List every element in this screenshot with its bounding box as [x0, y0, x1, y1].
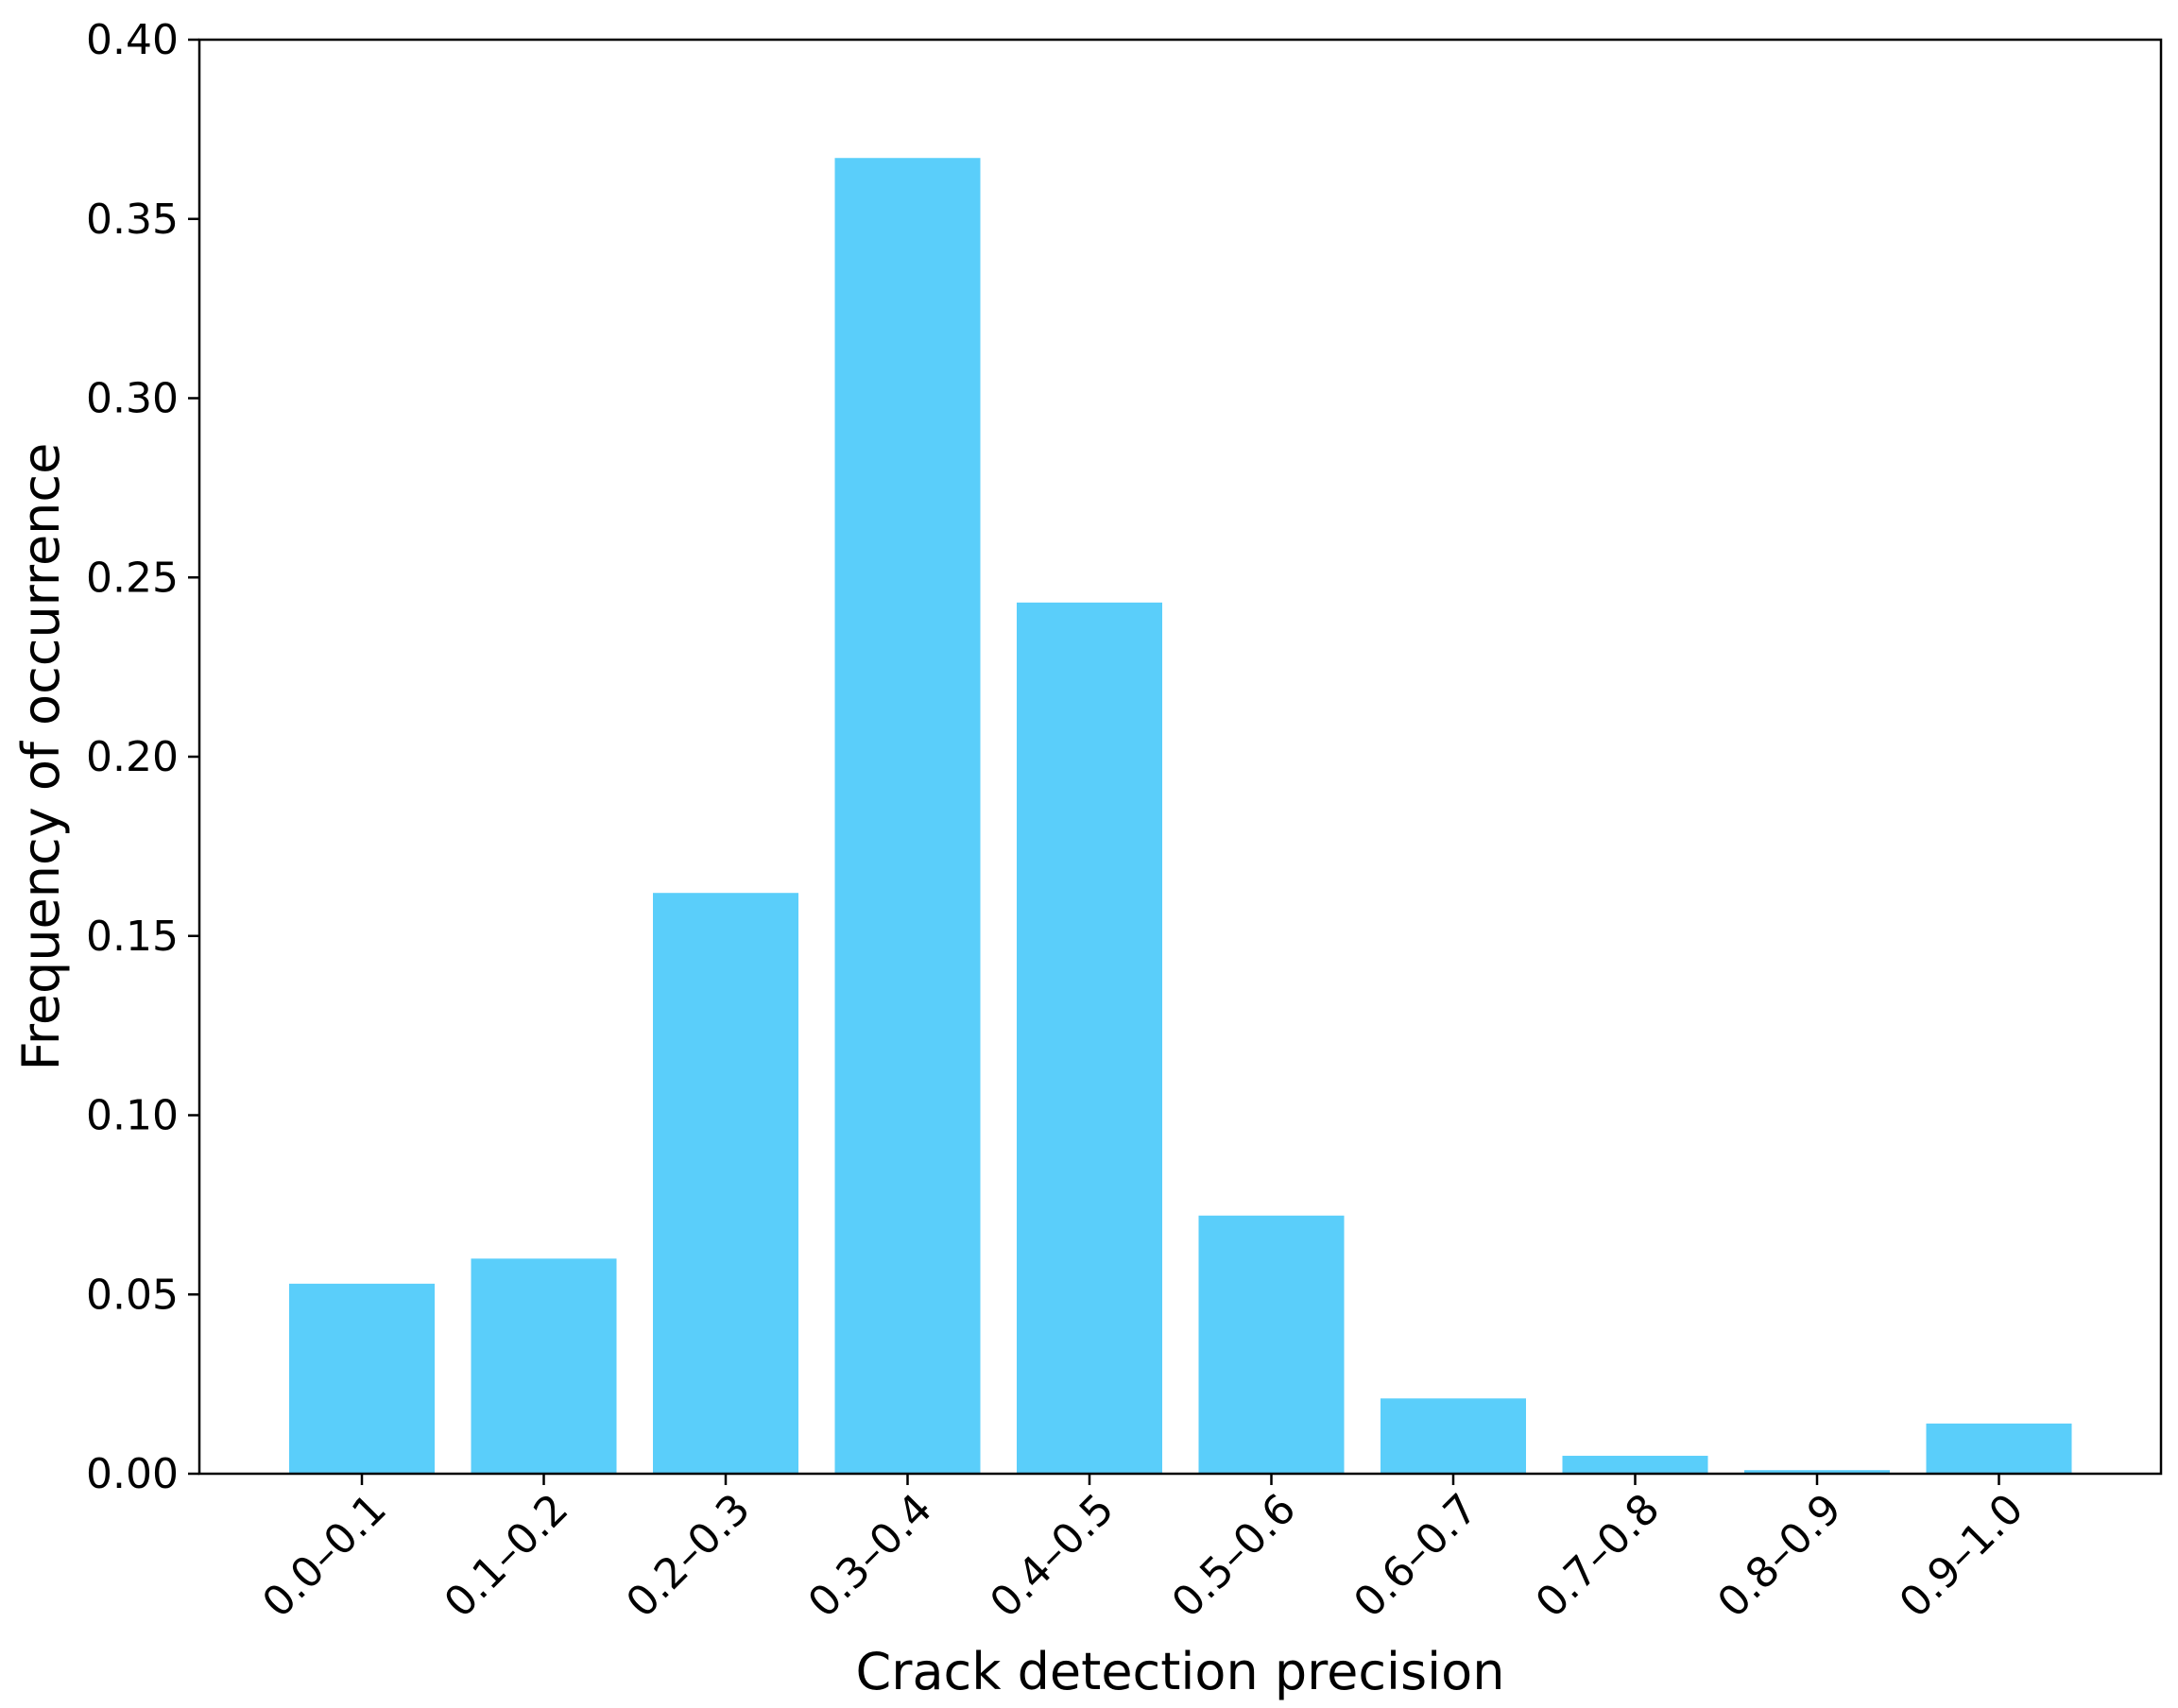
x-tick-label: 0.2–0.3 — [617, 1485, 760, 1628]
x-tick-label: 0.1–0.2 — [436, 1485, 578, 1628]
bar-7 — [1381, 1398, 1526, 1474]
x-tick-label: 0.9–1.0 — [1891, 1485, 2033, 1628]
bar-2 — [471, 1258, 617, 1474]
bar-8 — [1562, 1456, 1708, 1474]
y-tick-label: 0.35 — [86, 196, 179, 244]
y-tick-label: 0.10 — [86, 1092, 179, 1140]
x-tick-label: 0.5–0.6 — [1163, 1485, 1306, 1628]
x-axis-title: Crack detection precision — [856, 1642, 1505, 1701]
bars-group — [289, 158, 2072, 1475]
x-tick-label: 0.3–0.4 — [799, 1485, 942, 1628]
bar-4 — [834, 158, 981, 1475]
y-axis-title: Frequency of occurrence — [11, 443, 71, 1071]
bar-5 — [1017, 602, 1162, 1474]
y-tick-label: 0.30 — [86, 375, 179, 423]
bar-10 — [1926, 1423, 2072, 1474]
bar-1 — [289, 1283, 435, 1474]
y-tick-label: 0.15 — [86, 913, 179, 961]
x-tick-label: 0.6–0.7 — [1345, 1485, 1487, 1628]
x-axis-ticks: 0.0–0.1 0.1–0.2 0.2–0.3 0.3–0.4 0.4–0.5 0.5–0… — [253, 1474, 2032, 1627]
y-tick-label: 0.40 — [86, 16, 179, 64]
x-tick-label: 0.8–0.9 — [1708, 1485, 1851, 1628]
bar-6 — [1198, 1215, 1345, 1474]
bar-9 — [1744, 1470, 1890, 1474]
y-axis-ticks: 0.00 0.05 0.10 0.15 0.20 0.25 0.30 0.35 0.40 — [86, 16, 199, 1498]
y-tick-label: 0.00 — [86, 1450, 179, 1498]
y-tick-label: 0.20 — [86, 733, 179, 781]
x-tick-label: 0.0–0.1 — [253, 1485, 396, 1628]
plot-frame — [197, 38, 2163, 1476]
x-tick-label: 0.7–0.8 — [1527, 1485, 1670, 1628]
y-tick-label: 0.05 — [86, 1271, 179, 1319]
bar-3 — [653, 893, 798, 1474]
y-tick-label: 0.25 — [86, 554, 179, 602]
x-tick-label: 0.4–0.5 — [981, 1485, 1123, 1628]
